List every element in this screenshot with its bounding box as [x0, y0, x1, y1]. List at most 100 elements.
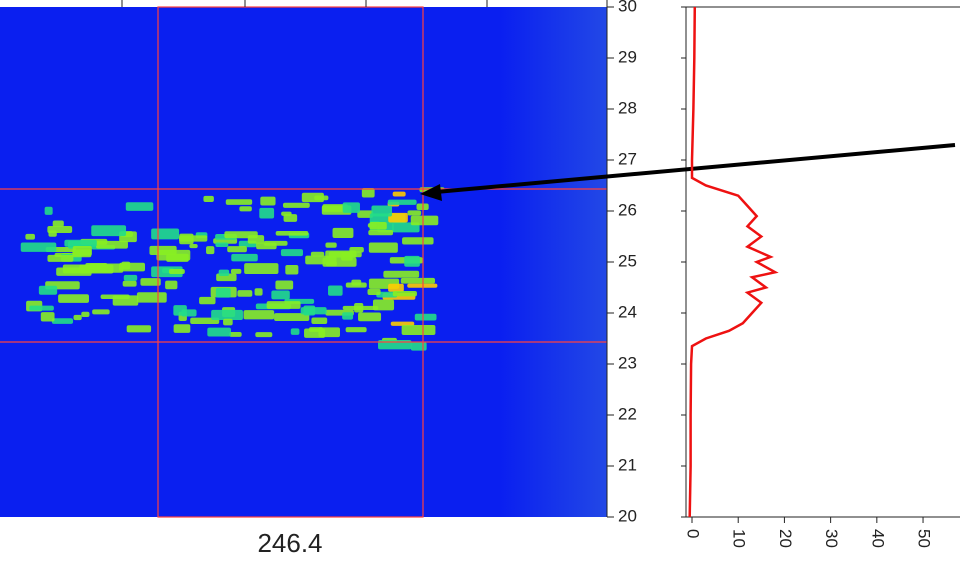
blob [119, 262, 146, 272]
blob [345, 327, 367, 333]
blob [328, 285, 343, 296]
roi [0, 6, 607, 518]
y-tick-label: 21 [618, 455, 637, 474]
blob [95, 240, 128, 249]
blob [239, 206, 252, 212]
blob [271, 290, 290, 300]
blob [20, 242, 57, 252]
blob [318, 327, 340, 338]
blob [283, 214, 298, 222]
blob [223, 318, 233, 326]
y-tick-label: 22 [618, 404, 637, 423]
blob [25, 233, 35, 240]
profile-plot [686, 7, 960, 517]
blob [51, 318, 74, 324]
blob [254, 288, 263, 296]
x-tick-label: 40 [868, 529, 887, 548]
y-tick-label: 23 [618, 353, 637, 372]
blob [369, 222, 387, 230]
x-tick-label: 0 [684, 529, 703, 538]
blob [211, 309, 243, 321]
blob [91, 225, 127, 237]
blob [368, 229, 394, 236]
blob [29, 305, 54, 311]
blob [81, 311, 90, 318]
blob [351, 279, 362, 286]
blob [100, 294, 130, 300]
blob [274, 313, 310, 322]
blob [376, 291, 398, 298]
y-tick-label: 25 [618, 251, 637, 270]
blob [310, 251, 325, 257]
blob [92, 309, 110, 315]
blob [266, 301, 301, 309]
heatmap-edge [500, 7, 607, 517]
x-tick-label: 20 [776, 529, 795, 548]
blob [173, 305, 187, 316]
blob [342, 305, 379, 310]
blob [72, 249, 92, 258]
profile-line [688, 6, 779, 518]
y-tick-label: 29 [618, 47, 637, 66]
blob [400, 277, 436, 284]
blob [290, 328, 300, 335]
blob [282, 202, 310, 208]
blob [227, 246, 247, 253]
blob [215, 242, 229, 248]
blob [255, 332, 273, 338]
blob [256, 242, 277, 250]
blob [38, 285, 58, 295]
blob [73, 314, 82, 321]
blob [58, 294, 89, 303]
blob [166, 253, 189, 262]
blob [237, 290, 253, 297]
blob [371, 205, 393, 217]
blob [206, 246, 215, 255]
y-tick-label: 27 [618, 149, 637, 168]
blob [305, 255, 337, 265]
blob [401, 324, 436, 336]
blob [151, 228, 180, 240]
blob [136, 292, 167, 303]
blob [215, 287, 231, 298]
blob [259, 207, 275, 219]
blob [275, 280, 294, 290]
blob [280, 249, 303, 257]
blob [207, 327, 232, 337]
arrow-head [420, 184, 442, 201]
blob [407, 210, 422, 216]
blob [179, 233, 194, 245]
blob [218, 269, 230, 277]
blob [314, 195, 329, 201]
heatmap-blobs [20, 187, 445, 351]
blob [230, 268, 242, 274]
blob [285, 264, 299, 275]
blob [275, 231, 309, 236]
annotation: 246.4 [257, 528, 322, 558]
blob [404, 255, 420, 267]
blob [410, 215, 439, 226]
y-tick-label: 24 [618, 302, 637, 321]
blob [332, 227, 354, 238]
x-tick-label: 50 [915, 529, 934, 548]
y-tick-label: 30 [618, 0, 637, 15]
x-tick-label: 10 [730, 529, 749, 548]
y-tick-label: 26 [618, 200, 637, 219]
blob [231, 253, 258, 262]
blob [367, 288, 381, 295]
blob [123, 274, 138, 281]
blob [300, 307, 327, 315]
blob [388, 283, 404, 292]
top-ticks [121, 0, 488, 7]
x-tick-label: 30 [822, 529, 841, 548]
roi-box [157, 6, 424, 518]
blob [392, 191, 406, 197]
blob [243, 310, 275, 320]
blob [203, 195, 214, 202]
blob [387, 199, 417, 205]
blob [325, 242, 337, 248]
blob [244, 263, 279, 274]
blob [368, 242, 398, 253]
y-tick-label: 28 [618, 98, 637, 117]
